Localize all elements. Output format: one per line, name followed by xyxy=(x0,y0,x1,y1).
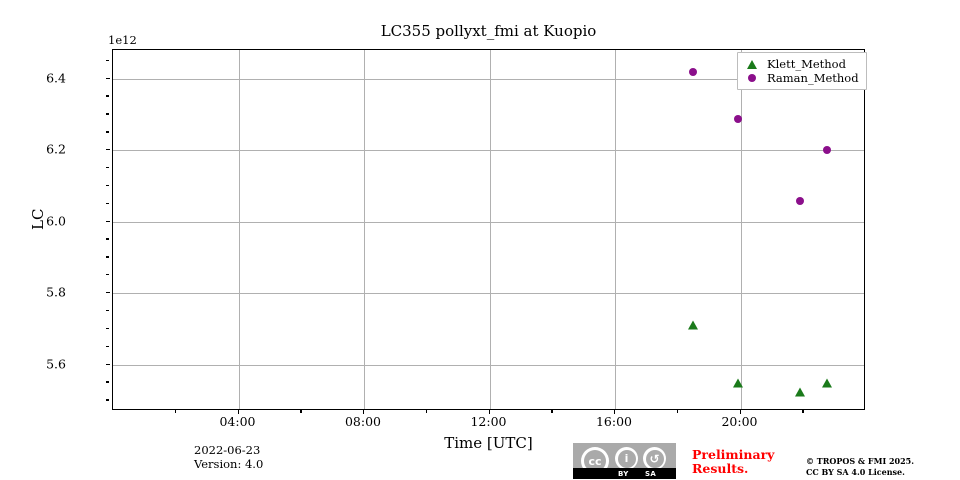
y-tick-minor xyxy=(106,238,109,240)
y-tick-label: 6.0 xyxy=(46,213,66,229)
y-tick-label: 5.8 xyxy=(46,284,66,300)
y-tick-minor xyxy=(106,184,109,187)
data-point-raman-method xyxy=(733,114,742,123)
y-tick-minor xyxy=(106,131,109,133)
cc-sa-text: SA xyxy=(645,470,657,478)
y-tick-minor xyxy=(106,256,109,258)
y-tick-minor xyxy=(106,59,109,62)
x-axis-label: Time [UTC] xyxy=(444,434,533,452)
legend-item-klett[interactable]: Klett_Method xyxy=(743,57,859,71)
x-tick-minor xyxy=(300,410,302,413)
data-point-raman-method xyxy=(822,146,831,155)
data-point-klett-method xyxy=(732,378,743,388)
legend-label-klett: Klett_Method xyxy=(767,57,846,71)
sa-share-glyph: ↺ xyxy=(649,451,660,466)
gridline-vertical xyxy=(615,50,616,409)
x-tick-label: 04:00 xyxy=(219,414,256,429)
cc-badge-strip xyxy=(573,468,676,479)
y-tick-label: 6.2 xyxy=(46,141,66,157)
y-tick-minor xyxy=(106,399,109,401)
by-person-glyph: i xyxy=(624,452,629,465)
y-tick-minor xyxy=(106,309,109,312)
gridlines xyxy=(113,50,864,409)
x-tick xyxy=(363,410,365,414)
legend-label-raman: Raman_Method xyxy=(767,71,859,85)
y-tick-minor xyxy=(106,95,109,97)
y-tick-minor xyxy=(106,113,109,115)
x-tick xyxy=(237,410,239,414)
x-tick-minor xyxy=(425,410,428,413)
x-tick-label: 16:00 xyxy=(595,414,633,429)
copyright-line-2: CC BY SA 4.0 License. xyxy=(806,466,905,477)
legend: Klett_Method Raman_Method xyxy=(737,52,867,90)
y-tick-minor xyxy=(106,345,109,347)
y-tick xyxy=(106,77,110,79)
page-title: LC355 pollyxt_fmi at Kuopio xyxy=(380,22,597,40)
y-tick xyxy=(106,292,110,294)
data-point-raman-method xyxy=(689,67,698,76)
gridline-vertical xyxy=(364,50,365,409)
x-tick-minor xyxy=(676,410,679,413)
cc-text: cc xyxy=(588,454,602,468)
copyright-notice: © TROPOS & FMI 2025. CC BY SA 4.0 Licens… xyxy=(806,456,914,477)
y-axis-label: LC xyxy=(29,208,47,230)
y-tick-minor xyxy=(106,166,109,169)
x-axis-ticks xyxy=(112,410,865,416)
gridline-horizontal xyxy=(113,364,864,366)
preliminary-line-2: Results. xyxy=(692,461,749,476)
y-tick-label: 5.6 xyxy=(46,356,66,372)
y-tick xyxy=(106,220,110,222)
y-tick-minor xyxy=(106,202,109,204)
plot-area xyxy=(112,49,865,410)
y-tick-minor xyxy=(106,381,109,383)
y-tick xyxy=(106,363,110,365)
creative-commons-badge-icon: cc i ↺ BY SA xyxy=(573,443,676,479)
x-tick-label: 12:00 xyxy=(470,414,507,429)
x-tick xyxy=(739,410,741,414)
y-tick xyxy=(106,149,110,151)
gridline-horizontal xyxy=(113,293,864,295)
copyright-line-1: © TROPOS & FMI 2025. xyxy=(806,456,915,466)
preliminary-line-1: Preliminary xyxy=(692,447,775,462)
circle-marker-icon xyxy=(743,74,761,82)
triangle-marker-icon xyxy=(743,59,761,69)
data-point-klett-method xyxy=(795,387,806,397)
measurement-date: 2022-06-23 xyxy=(194,443,261,457)
gridline-vertical xyxy=(489,50,491,409)
x-tick-minor xyxy=(551,410,553,413)
y-tick-label: 6.4 xyxy=(46,70,66,86)
x-tick-label: 20:00 xyxy=(721,414,758,429)
gridline-vertical xyxy=(740,50,742,409)
gridline-horizontal xyxy=(113,221,864,223)
version-text: Version: 4.0 xyxy=(194,457,264,471)
y-axis-ticks xyxy=(106,49,112,410)
legend-item-raman[interactable]: Raman_Method xyxy=(743,71,859,85)
y-tick-minor xyxy=(106,327,109,330)
y-axis-exponent-label: 1e12 xyxy=(108,33,137,47)
data-point-raman-method xyxy=(796,197,805,206)
date-version-block: 2022-06-23 Version: 4.0 xyxy=(194,443,263,471)
y-tick-minor xyxy=(106,274,109,276)
x-tick-minor xyxy=(174,410,177,413)
data-points-layer xyxy=(113,50,864,409)
gridline-horizontal xyxy=(113,150,864,152)
gridline-vertical xyxy=(238,50,240,409)
x-tick xyxy=(614,410,616,414)
x-tick xyxy=(488,410,490,414)
x-tick-label: 08:00 xyxy=(344,414,382,429)
data-point-klett-method xyxy=(688,320,699,330)
preliminary-results-notice: Preliminary Results. xyxy=(692,448,774,476)
gridline-horizontal xyxy=(113,78,864,80)
x-tick-minor xyxy=(802,410,804,413)
cc-by-text: BY xyxy=(618,470,629,478)
data-point-klett-method xyxy=(821,378,832,388)
